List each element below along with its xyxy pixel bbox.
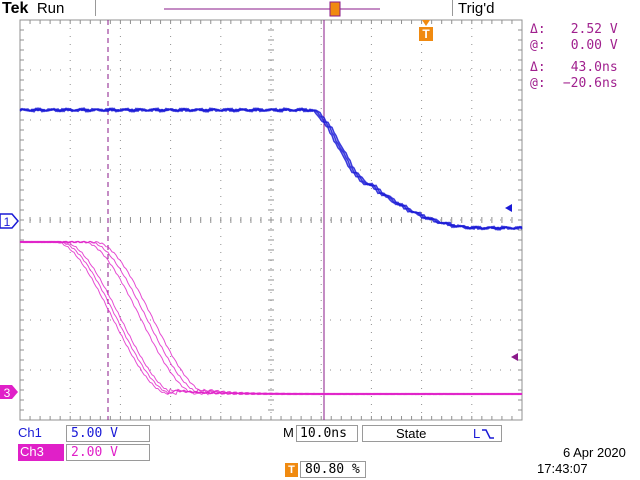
brand-logo: Tek (2, 0, 29, 17)
run-state: Run (36, 0, 65, 17)
voltage-delta-value: 2.52 V (570, 22, 618, 37)
voltage-at-row: @: 0.00 V (530, 38, 618, 53)
voltage-delta-symbol: Δ: (530, 22, 546, 37)
time-delta-symbol: Δ: (530, 60, 546, 75)
time-delta-value: 43.0ns (570, 60, 618, 75)
ch1-trace-line (19, 107, 523, 231)
ch3-scale-value[interactable]: 2.00 V (66, 444, 150, 461)
header-bar: Tek Run (2, 0, 64, 18)
voltage-delta-row: Δ: 2.52 V (530, 22, 618, 37)
trigger-position-icon[interactable]: T (419, 20, 433, 41)
falling-edge-icon (482, 429, 494, 439)
trigger-level-arrow-icon (511, 353, 518, 361)
time-display: 17:43:07 (537, 461, 588, 476)
ch1-trace-line (19, 107, 523, 231)
graticule (19, 19, 523, 421)
ch3-trace-line (19, 240, 523, 396)
ch1-ground-marker[interactable]: 1 (0, 213, 19, 229)
header-divider (95, 0, 96, 16)
ch1-scale-value[interactable]: 5.00 V (66, 425, 150, 442)
ch3-trace-line (19, 240, 523, 396)
trigger-mode: State (396, 426, 427, 441)
timebase-label: M (283, 425, 294, 440)
trigger-position-marker-icon: T (285, 463, 298, 477)
ch3-ground-marker[interactable]: 3 (0, 385, 18, 400)
ch1-waveform (19, 107, 523, 231)
ch1-level-arrow-icon (505, 204, 512, 212)
time-delta-row: Δ: 43.0ns (530, 60, 618, 75)
trigger-position-value[interactable]: 80.80 % (300, 461, 366, 478)
date-display: 6 Apr 2020 (563, 445, 626, 460)
timebase-value[interactable]: 10.0ns (296, 425, 358, 442)
ch3-trace-line (19, 240, 523, 396)
voltage-at-value: 0.00 V (570, 38, 618, 53)
time-at-value: −20.6ns (562, 76, 618, 91)
time-at-symbol: @: (530, 76, 546, 91)
trigger-marker-label: T (422, 27, 430, 41)
trigger-symbol: L (473, 426, 481, 441)
header-divider (452, 0, 453, 16)
ch1-marker-label: 1 (4, 215, 11, 229)
ch1-trace-line (19, 107, 523, 231)
ch3-marker-label: 3 (4, 386, 11, 400)
ch3-waveform (19, 240, 523, 396)
trigger-status: Trig'd (458, 0, 495, 17)
voltage-at-symbol: @: (530, 38, 546, 53)
ch3-trace-line (19, 240, 523, 396)
ch3-trace-line (19, 240, 523, 396)
ch3-label[interactable]: Ch3 (18, 444, 64, 461)
ch3-trace-line (19, 240, 523, 396)
trigger-settings-box[interactable]: State L (362, 425, 502, 442)
time-at-row: @: −20.6ns (530, 76, 618, 91)
record-trigger-marker (329, 1, 341, 17)
ch1-label[interactable]: Ch1 (18, 425, 42, 440)
